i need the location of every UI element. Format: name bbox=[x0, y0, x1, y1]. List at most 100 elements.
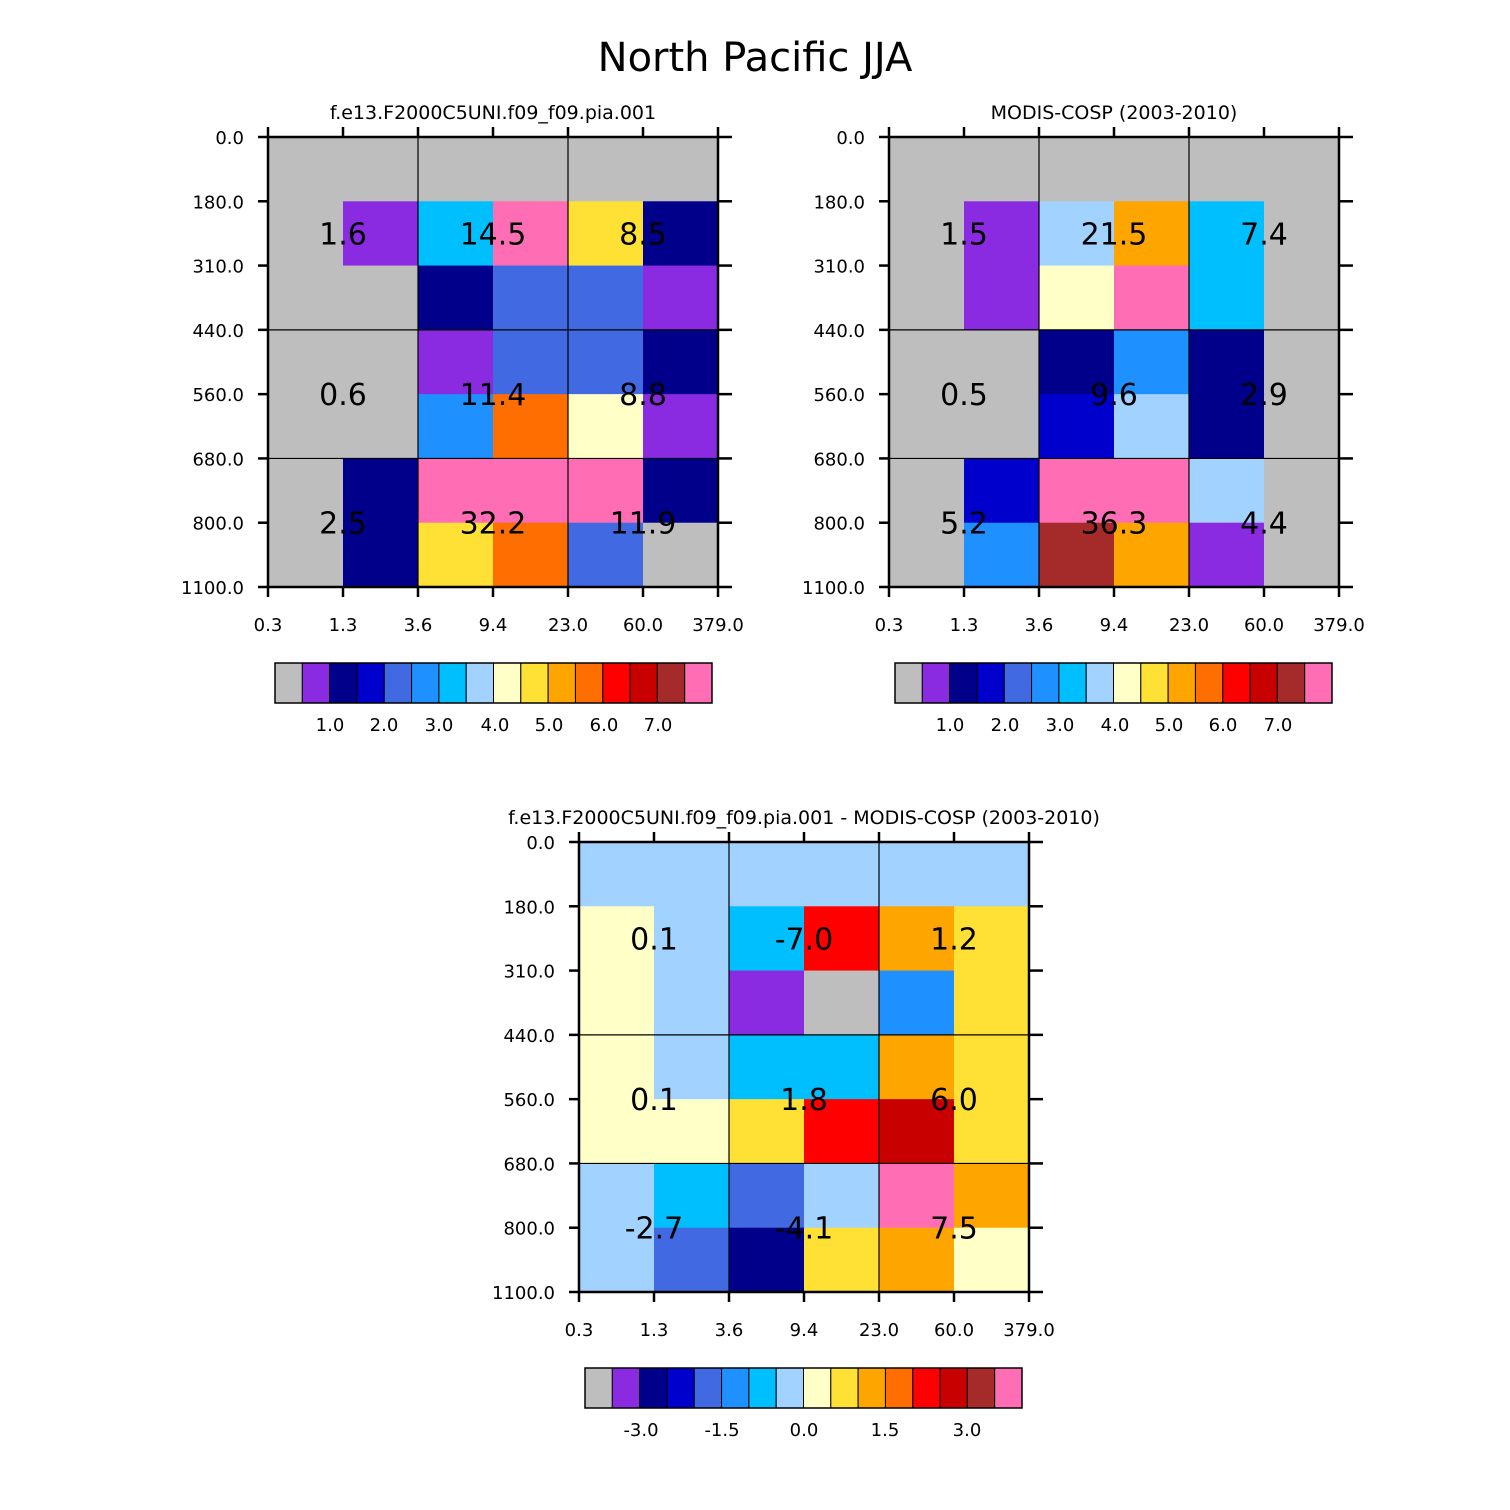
colorbar-swatch bbox=[1222, 662, 1251, 704]
colorbar-swatch bbox=[465, 662, 494, 704]
heatmap-cell bbox=[654, 1163, 730, 1229]
heatmap-cell bbox=[343, 265, 419, 331]
y-tick-label: 1100.0 bbox=[492, 1283, 555, 1304]
colorbar-border bbox=[274, 662, 713, 704]
x-tick-label: 0.3 bbox=[875, 615, 904, 636]
heatmap-cell bbox=[964, 265, 1040, 331]
group-value-label: -7.0 bbox=[775, 922, 834, 957]
colorbar-swatch bbox=[1058, 662, 1087, 704]
heatmap-cell bbox=[954, 1163, 1030, 1229]
y-tick-label: 680.0 bbox=[503, 1154, 555, 1175]
heatmap-cell bbox=[729, 1099, 805, 1165]
colorbar-border bbox=[894, 662, 1333, 704]
heatmap-cell bbox=[343, 458, 419, 524]
heatmap-cell bbox=[418, 329, 494, 395]
colorbar-swatch bbox=[684, 662, 713, 704]
colorbar-swatch bbox=[574, 662, 604, 704]
group-value-label: -4.1 bbox=[775, 1212, 834, 1247]
colorbar-swatch bbox=[912, 1367, 941, 1409]
heatmap-cell bbox=[889, 458, 965, 524]
x-tick-label: 1.3 bbox=[640, 1320, 669, 1341]
y-tick-label: 800.0 bbox=[503, 1219, 555, 1240]
y-tick-label: 800.0 bbox=[192, 514, 244, 535]
heatmap-cell bbox=[268, 394, 344, 460]
heatmap-cell bbox=[1189, 137, 1265, 202]
colorbar-border bbox=[584, 1367, 1023, 1409]
colorbar-swatch bbox=[894, 662, 923, 704]
group-value-label: 8.5 bbox=[619, 217, 667, 252]
heatmap-cell bbox=[418, 458, 494, 524]
y-tick-label: 1100.0 bbox=[802, 578, 865, 599]
heatmap-cell bbox=[643, 201, 719, 267]
group-value-label: 1.8 bbox=[780, 1083, 828, 1118]
group-value-label: 0.6 bbox=[319, 378, 367, 413]
y-tick-label: 440.0 bbox=[192, 321, 244, 342]
colorbar-swatch bbox=[1113, 662, 1142, 704]
group-value-label: 32.2 bbox=[460, 507, 527, 542]
heatmap-cell bbox=[493, 137, 569, 202]
colorbar-swatch bbox=[1276, 662, 1306, 704]
colorbar-label: 5.0 bbox=[535, 715, 564, 736]
heatmap-cell bbox=[1114, 201, 1190, 267]
heatmap-cell bbox=[654, 842, 730, 907]
heatmap-cell bbox=[493, 201, 569, 267]
x-tick-label: 23.0 bbox=[548, 615, 588, 636]
x-tick-label: 9.4 bbox=[479, 615, 508, 636]
heatmap-cell bbox=[954, 1099, 1030, 1165]
heatmap-cell bbox=[1114, 329, 1190, 395]
group-value-label: 0.1 bbox=[630, 1083, 678, 1118]
heatmap-cell bbox=[493, 458, 569, 524]
colorbar-swatch bbox=[1304, 662, 1333, 704]
group-value-label: 1.2 bbox=[930, 922, 978, 957]
x-tick-label: 60.0 bbox=[934, 1320, 974, 1341]
colorbar-swatch bbox=[949, 662, 978, 704]
heatmap-cell bbox=[579, 1227, 655, 1293]
heatmap-cell bbox=[493, 329, 569, 395]
colorbar-label: 4.0 bbox=[1101, 715, 1130, 736]
figure-title: North Pacific JJA bbox=[598, 35, 913, 81]
x-tick-label: 0.3 bbox=[565, 1320, 594, 1341]
colorbar-swatch bbox=[329, 662, 358, 704]
group-value-label: -2.7 bbox=[625, 1212, 684, 1247]
group-value-label: 2.9 bbox=[1240, 378, 1288, 413]
group-value-label: 2.5 bbox=[319, 507, 367, 542]
x-tick-label: 3.6 bbox=[1025, 615, 1054, 636]
heatmap-panel-2: MODIS-COSP (2003-2010) 0.0 180.0 310.0 440.0… bbox=[802, 102, 1365, 736]
heatmap-cell bbox=[1264, 329, 1340, 395]
x-tick-label: 23.0 bbox=[1169, 615, 1209, 636]
colorbar-label: -1.5 bbox=[704, 1420, 739, 1441]
heatmap-cell bbox=[964, 137, 1040, 202]
heatmap-cell bbox=[729, 970, 805, 1036]
colorbar-label: 7.0 bbox=[644, 715, 673, 736]
heatmap-cell bbox=[418, 201, 494, 267]
heatmap-cell bbox=[579, 970, 655, 1036]
colorbar-swatch bbox=[994, 1367, 1023, 1409]
colorbar-swatch bbox=[1003, 662, 1033, 704]
colorbar-label: 2.0 bbox=[991, 715, 1020, 736]
y-tick-label: 1100.0 bbox=[181, 578, 244, 599]
heatmap-panel-1: f.e13.F2000C5UNI.f09_f09.pia.001 0.0 180.0… bbox=[181, 102, 744, 736]
heatmap-cell bbox=[418, 265, 494, 331]
colorbar-swatch bbox=[966, 1367, 996, 1409]
group-value-label: 1.6 bbox=[319, 217, 367, 252]
heatmap-cell bbox=[889, 329, 965, 395]
colorbar-label: 5.0 bbox=[1155, 715, 1184, 736]
colorbar-swatch bbox=[721, 1367, 750, 1409]
group-value-label: 36.3 bbox=[1081, 507, 1148, 542]
group-value-label: 4.4 bbox=[1240, 507, 1288, 542]
heatmap-cell bbox=[729, 906, 805, 972]
heatmap-cell bbox=[654, 1034, 730, 1100]
heatmap-cell bbox=[568, 458, 644, 524]
colorbar-label: 6.0 bbox=[1209, 715, 1238, 736]
colorbar-label: 3.0 bbox=[1046, 715, 1075, 736]
colorbar-swatch bbox=[884, 1367, 914, 1409]
colorbar-swatch bbox=[775, 1367, 804, 1409]
colorbar-label: 4.0 bbox=[481, 715, 510, 736]
heatmap-cell bbox=[418, 137, 494, 202]
heatmap-cell bbox=[1039, 522, 1115, 588]
colorbar-swatch bbox=[493, 662, 522, 704]
heatmap-cell bbox=[804, 842, 880, 907]
x-tick-label: 379.0 bbox=[1313, 615, 1365, 636]
heatmap-cell bbox=[568, 201, 644, 267]
